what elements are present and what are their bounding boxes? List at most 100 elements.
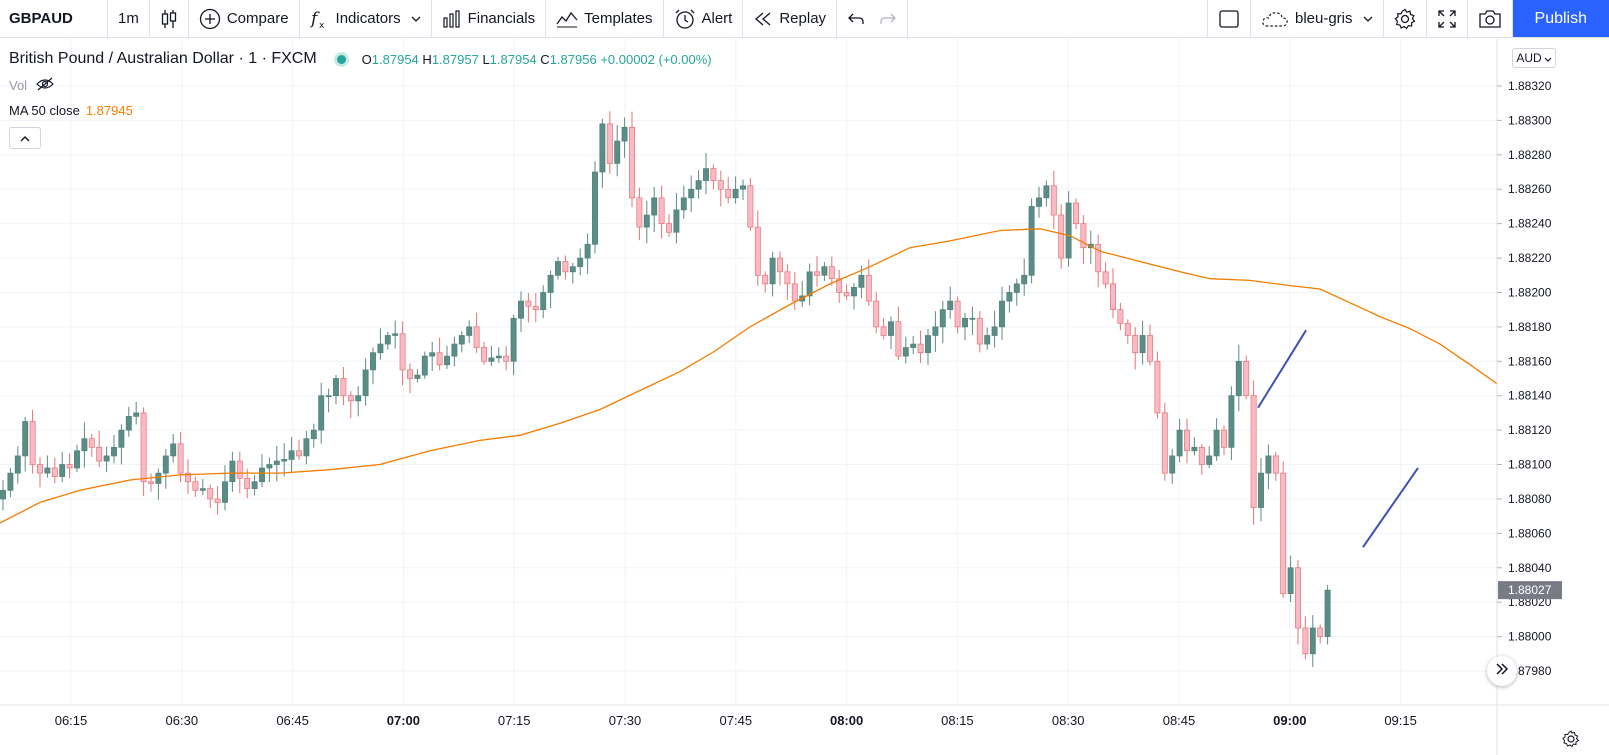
candle-body [436, 352, 443, 366]
candle-up [22, 416, 29, 472]
candle-body [222, 481, 228, 503]
candle-down [1198, 443, 1205, 475]
market-status-dot[interactable] [336, 54, 346, 64]
fullscreen-icon [1437, 9, 1457, 29]
fullscreen-button[interactable] [1427, 0, 1468, 37]
y-tick-label: 1.88100 [1508, 458, 1552, 472]
settings-button[interactable] [1384, 0, 1427, 37]
candle-body [1080, 223, 1087, 249]
cloud-icon [1261, 10, 1289, 28]
candle-body [1006, 292, 1013, 302]
candle-body [111, 446, 117, 457]
candle-down [828, 256, 835, 286]
toolbar-spacer [908, 0, 1208, 37]
candle-body [399, 333, 406, 371]
candle-down [407, 363, 413, 394]
redo-icon[interactable] [879, 12, 897, 26]
candle-body [133, 412, 140, 417]
y-tick-label: 1.88320 [1508, 79, 1552, 93]
financials-button[interactable]: Financials [432, 0, 547, 37]
last-price-box [1498, 581, 1562, 600]
symbol-search-button[interactable]: GBPAUD [0, 0, 108, 37]
candle-down [88, 433, 95, 457]
candle-body [540, 292, 547, 311]
candle-up [1287, 555, 1294, 603]
open-value: 1.87954 [371, 51, 419, 67]
candle-up [799, 281, 806, 307]
candle-body [1065, 202, 1072, 259]
y-tick-label: 1.88080 [1508, 492, 1552, 506]
candle-body [1043, 185, 1050, 199]
candle-down [814, 256, 820, 287]
candle-up [518, 291, 524, 332]
candle-down [1050, 170, 1057, 229]
scale-settings-button[interactable] [1562, 730, 1580, 753]
candle-down [1147, 324, 1153, 366]
candle-down [1280, 461, 1287, 598]
candle-down [347, 391, 354, 418]
candle-body [525, 300, 532, 307]
compare-plus-icon [199, 8, 221, 30]
ohlc-values: O1.87954 H1.87957 L1.87954 C1.87956 +0.0… [362, 52, 712, 67]
alert-button[interactable]: Alert [664, 0, 744, 37]
candle-body [555, 261, 561, 276]
candle-body [902, 347, 909, 357]
candle-body [1021, 274, 1028, 285]
candle-down [296, 439, 302, 460]
candle-up [288, 437, 295, 472]
chart-grid [0, 39, 1497, 705]
ma-value: 1.87945 [85, 103, 133, 118]
candle-body [636, 197, 643, 228]
candle-body [481, 347, 487, 362]
goto-realtime-button[interactable] [1487, 656, 1517, 686]
candle-up [806, 263, 813, 306]
candle-up [614, 125, 621, 177]
gear-icon [1394, 8, 1416, 30]
candle-up [1043, 180, 1050, 207]
layout-rectangle-button[interactable] [1208, 0, 1251, 37]
price-chart[interactable]: 1.88320 1.88300 1.88280 1.88260 1.88240 1.882… [0, 39, 1609, 755]
candle-down [481, 341, 487, 365]
interval-button[interactable]: 1m [108, 0, 150, 37]
undo-icon[interactable] [847, 12, 865, 26]
candle-body [259, 467, 265, 483]
currency-select[interactable]: AUD [1512, 48, 1556, 68]
candle-body [14, 455, 21, 474]
candle-body [192, 481, 199, 491]
candle-up [370, 347, 376, 385]
volume-indicator-row[interactable]: Vol [9, 77, 55, 94]
candle-body [66, 464, 73, 469]
replay-button[interactable]: Replay [743, 0, 838, 37]
candle-down [784, 264, 791, 300]
candle-up [688, 175, 695, 213]
svg-text:f: f [310, 9, 320, 29]
x-tick-label: 07:00 [387, 713, 420, 728]
templates-button[interactable]: Templates [546, 0, 664, 37]
collapse-legend-button[interactable] [9, 127, 41, 149]
candle-body [214, 498, 221, 503]
candle-body [599, 123, 606, 173]
candle-up [444, 345, 450, 369]
candle-body [384, 335, 391, 345]
candle-body [643, 214, 650, 228]
goto-realtime-icon [1495, 662, 1509, 680]
candle-body [488, 357, 495, 362]
compare-button[interactable]: Compare [189, 0, 300, 37]
candle-body [1154, 360, 1161, 414]
eye-hidden-icon[interactable] [35, 77, 55, 94]
candle-down [754, 210, 761, 286]
chart-type-button[interactable] [150, 0, 189, 37]
publish-button[interactable]: Publish [1512, 0, 1609, 37]
layout-name-button[interactable]: bleu-gris [1251, 0, 1384, 37]
snapshot-button[interactable] [1468, 0, 1513, 37]
candle-up [888, 316, 894, 349]
candle-down [236, 451, 243, 494]
ma-indicator-row[interactable]: MA 50 close 1.87945 [9, 103, 133, 118]
symbol-title[interactable]: British Pound / Australian Dollar · 1 · … [9, 50, 317, 67]
candle-up [1176, 418, 1183, 463]
candle-body [362, 369, 369, 397]
candle-body [1073, 202, 1079, 224]
close-value: 1.87956 [549, 51, 597, 67]
